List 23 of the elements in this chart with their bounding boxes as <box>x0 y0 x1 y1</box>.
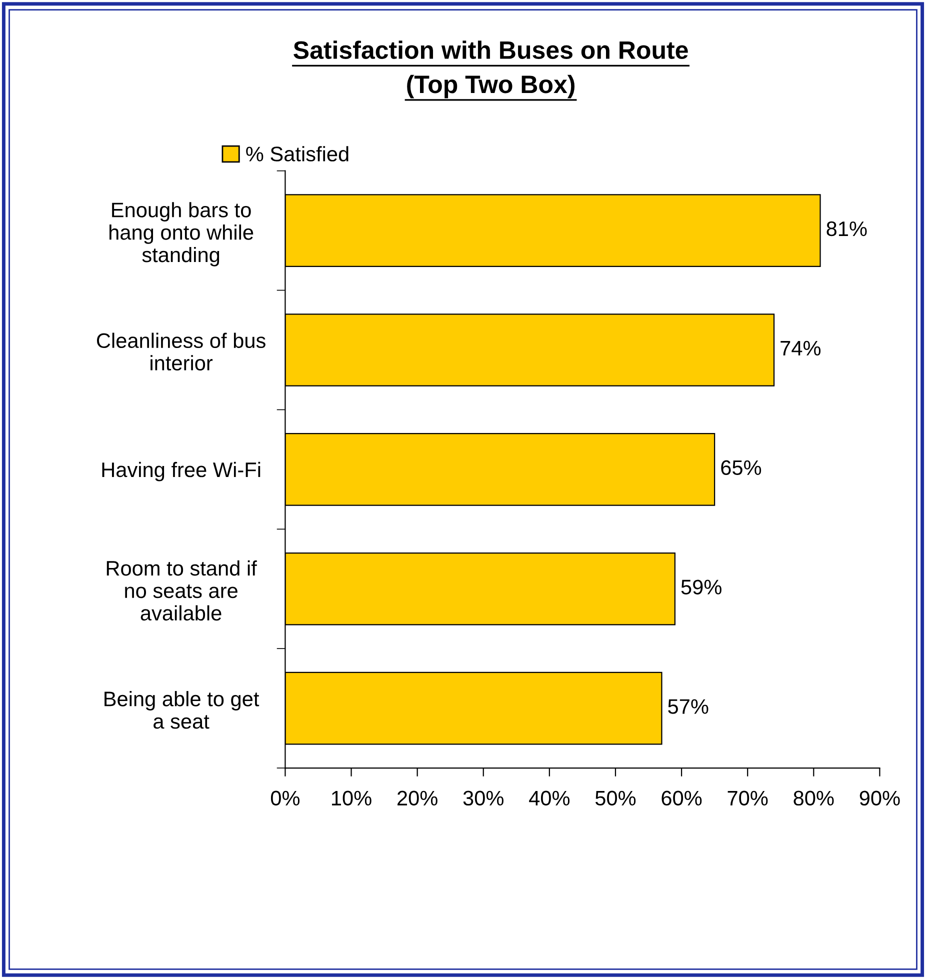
x-tick-label: 50% <box>595 790 636 806</box>
y-tick-label: Cleanliness of bus interior <box>96 332 266 370</box>
y-tick-label: Room to stand if no seats are available <box>106 560 257 621</box>
chart-title: Satisfaction with Buses on Route <box>294 40 688 59</box>
legend-label: % Satisfied <box>246 146 348 162</box>
x-tick-label: 70% <box>728 790 768 806</box>
y-tick-label: Being able to get a seat <box>104 691 260 729</box>
data-label: 59% <box>681 580 722 594</box>
x-tick-label: 40% <box>529 790 570 806</box>
chart-subtitle: (Top Two Box) <box>407 74 574 98</box>
y-tick-label: Enough bars to hang onto while standing <box>110 202 254 266</box>
data-label: 74% <box>780 340 821 356</box>
x-tick-label: 90% <box>860 790 900 806</box>
x-tick-label: 20% <box>398 790 438 806</box>
data-label: 65% <box>721 460 762 476</box>
x-tick-label: 10% <box>332 790 372 806</box>
data-label: 81% <box>826 221 867 236</box>
data-label: 57% <box>668 699 708 714</box>
x-tick-label: 0% <box>270 790 300 806</box>
x-tick-label: 30% <box>463 790 504 806</box>
x-tick-label: 80% <box>794 790 834 806</box>
x-tick-label: 60% <box>662 790 702 806</box>
y-tick-label: Having free Wi-Fi <box>102 462 260 482</box>
